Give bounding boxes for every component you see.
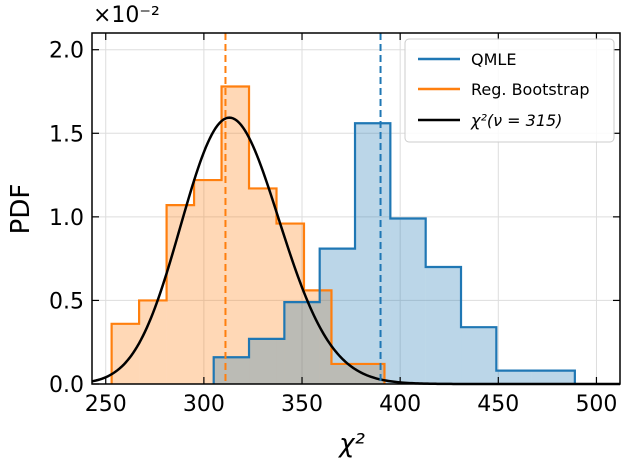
x-tick-label: 500 <box>575 392 617 417</box>
hist-bar-qmle <box>213 357 250 384</box>
y-tick-label: 0.5 <box>49 289 84 314</box>
hist-bar-bootstrap <box>249 188 277 384</box>
hist-bar-qmle <box>496 370 532 384</box>
hist-outline-bootstrap <box>110 85 386 384</box>
plot-frame <box>91 32 621 385</box>
hist-bar-qmle <box>531 370 575 384</box>
legend-box <box>404 38 615 143</box>
x-tick-label: 450 <box>477 392 519 417</box>
hist-bar-bootstrap <box>276 223 304 384</box>
x-tick-label: 250 <box>85 392 127 417</box>
histogram-fills <box>111 86 575 384</box>
hist-bar-qmle <box>461 327 497 384</box>
x-tick-label: 400 <box>379 392 421 417</box>
y-tick-label: 1.0 <box>49 206 84 231</box>
x-axis-label: χ² <box>337 429 365 459</box>
y-tick-label: 2.0 <box>49 39 84 64</box>
hist-bar-bootstrap <box>111 323 140 384</box>
hist-bar-qmle <box>425 267 462 384</box>
hist-bar-qmle <box>390 218 426 384</box>
hist-bar-bootstrap <box>331 363 359 384</box>
legend-label-bootstrap: Reg. Bootstrap <box>471 80 590 99</box>
histogram-outlines <box>110 85 576 384</box>
y-multiplier-label: ×10⁻² <box>93 3 160 28</box>
y-axis-label: PDF <box>6 184 36 235</box>
hist-bar-bootstrap <box>194 180 222 384</box>
legend: QMLE Reg. Bootstrap χ²(ν = 315) <box>404 38 615 143</box>
hist-bar-bootstrap <box>166 205 195 384</box>
hist-bar-qmle <box>249 338 285 384</box>
y-tick-label: 0.0 <box>49 373 84 398</box>
x-tick-label: 350 <box>281 392 323 417</box>
hist-bar-qmle <box>319 248 356 384</box>
legend-label-qmle: QMLE <box>471 50 516 69</box>
legend-label-chi2: χ²(ν = 315) <box>470 111 562 130</box>
y-tick-label: 1.5 <box>49 122 84 147</box>
axes-ticks <box>92 33 620 385</box>
hist-bar-qmle <box>355 123 391 384</box>
hist-outline-qmle <box>212 122 576 384</box>
x-tick-label: 300 <box>183 392 225 417</box>
tick-labels: 250 300 350 400 450 500 0.0 0.5 1.0 1.5 2.0 <box>49 39 617 417</box>
mean-lines <box>224 33 382 384</box>
